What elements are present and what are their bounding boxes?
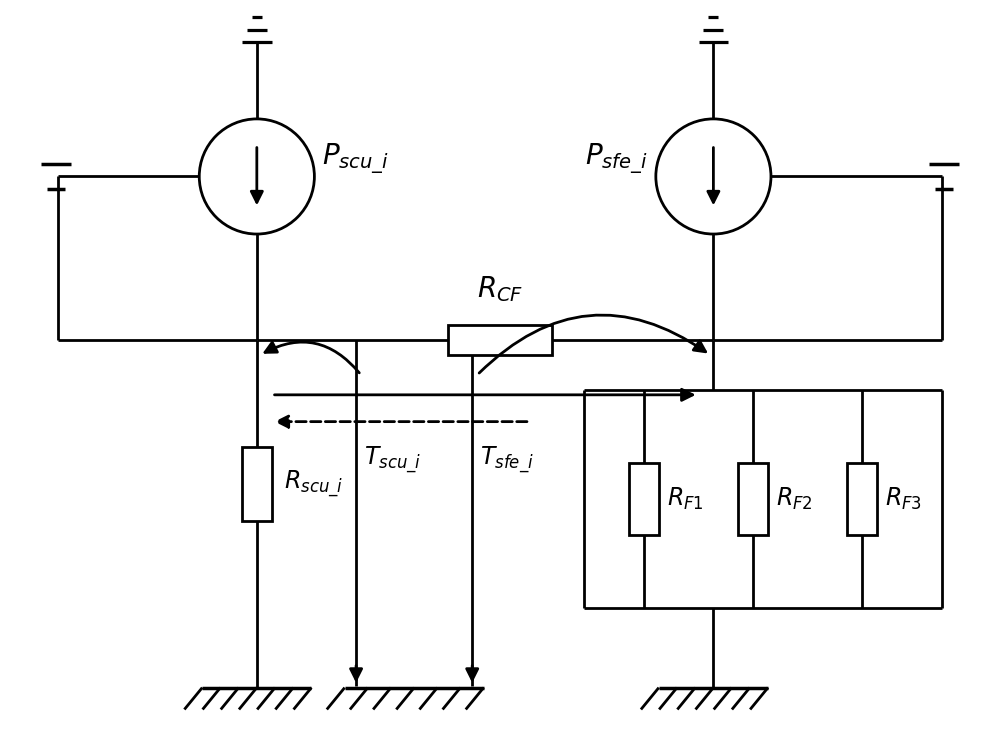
Text: $R_{F2}$: $R_{F2}$ (776, 486, 813, 512)
Text: $R_{scu\_i}$: $R_{scu\_i}$ (284, 469, 343, 499)
Bar (847, 463, 877, 535)
Text: $R_{F3}$: $R_{F3}$ (885, 486, 922, 512)
FancyArrowPatch shape (479, 315, 706, 373)
FancyArrowPatch shape (265, 342, 359, 372)
Bar (448, 326, 552, 355)
Bar (629, 463, 659, 535)
Bar (242, 447, 272, 522)
Text: $P_{sfe\_i}$: $P_{sfe\_i}$ (585, 141, 648, 176)
Text: $T_{scu\_i}$: $T_{scu\_i}$ (364, 444, 421, 475)
Text: $P_{scu\_i}$: $P_{scu\_i}$ (322, 141, 389, 176)
Text: $T_{sfe\_i}$: $T_{sfe\_i}$ (480, 444, 534, 475)
Bar (738, 463, 768, 535)
Text: $R_{F1}$: $R_{F1}$ (667, 486, 704, 512)
Circle shape (656, 119, 771, 234)
Text: $R_{CF}$: $R_{CF}$ (477, 273, 523, 303)
Circle shape (199, 119, 314, 234)
